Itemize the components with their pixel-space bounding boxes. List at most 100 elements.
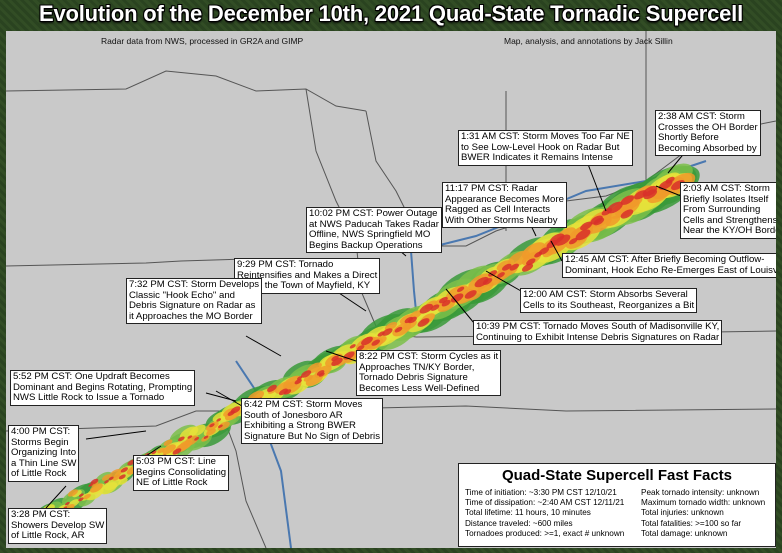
annotation-line: 8:22 PM CST: Storm Cycles as it (359, 351, 499, 362)
annotation-line: Ragged as Cell Interacts (445, 204, 551, 216)
fact: Total fatalities: >=100 so far (641, 518, 742, 528)
radar-echo (331, 357, 343, 366)
radar-echo (118, 474, 126, 480)
fast-facts: Quad-State Supercell Fast Facts Time of … (458, 463, 776, 547)
radar-echo (665, 176, 675, 184)
fact: Tornadoes produced: >=1, exact # unknown (465, 528, 625, 538)
radar-echo (297, 376, 303, 380)
radar-echo (266, 384, 277, 393)
annotation: 10:02 PM CST: Power Outage at NWS Paducah… (306, 207, 442, 254)
annotation-line: 4:00 PM CST: (11, 426, 71, 437)
radar-echo (108, 476, 114, 481)
annotation-line: Begins Consolidating (136, 466, 227, 478)
annotation-line: of Little Rock, AR (11, 530, 85, 542)
annotation-line: Becomes Less Well-Defined (359, 382, 480, 394)
annotation-line: Storms Begin (11, 436, 69, 448)
radar-echo (575, 229, 591, 241)
radar-echo (474, 276, 489, 288)
annotation-line: it Approaches the MO Border (129, 310, 253, 322)
radar-echo (216, 418, 222, 422)
annotation: 2:38 AM CST: Storm Crosses the OH Border S… (655, 110, 761, 157)
annotation-line: 12:00 AM CST: Storm Absorbs Several (523, 289, 688, 300)
annotation-line: From Surrounding (683, 204, 761, 216)
leader-line (655, 185, 682, 197)
leader-line (85, 430, 147, 440)
annotation-line: Becoming Absorbed by (658, 142, 757, 154)
radar-echo (522, 263, 534, 272)
radar-echo (108, 468, 123, 479)
radar-echo (112, 474, 121, 481)
annotation-line: Dominant and Begins Rotating, Prompting (13, 381, 193, 393)
radar-echo (278, 388, 289, 396)
radar-echo (593, 217, 605, 226)
annotation-line: Signature But No Sign of Debris (244, 430, 380, 442)
radar-echo (356, 345, 365, 351)
radar-echo (72, 490, 82, 498)
radar-echo (187, 435, 193, 439)
radar-echo (217, 421, 230, 431)
annotation-line: 7:32 PM CST: Storm Develops (129, 279, 260, 290)
annotation-line: Shortly Before (658, 132, 719, 144)
leader-line (245, 335, 282, 357)
annotation: 6:42 PM CST: Storm Moves South of Jonesbo… (241, 398, 383, 445)
annotation-line: Dominant, Hook Echo Re-Emerges East of L… (565, 264, 776, 276)
annotation-line: 6:42 PM CST: Storm Moves (244, 399, 363, 410)
annotation-line: Continuing to Exhibit Intense Debris Sig… (476, 331, 720, 343)
annotation-line: BWER Indicates it Remains Intense (461, 152, 613, 164)
annotation-line: 10:39 PM CST: Tornado Moves South of Mad… (476, 321, 720, 332)
annotation: 2:03 AM CST: Storm Briefly Isolates Itsel… (680, 182, 776, 239)
radar-echo (456, 286, 465, 293)
radar-echo (172, 448, 182, 455)
title: Evolution of the December 10th, 2021 Qua… (38, 1, 743, 26)
radar-echo (209, 423, 215, 428)
annotation-line: at NWS Paducah Takes Radar (309, 218, 439, 230)
radar-echo (549, 233, 565, 245)
credit-right: Map, analysis, and annotations by Jack S… (504, 36, 673, 46)
annotation-line: 5:03 PM CST: Line (136, 456, 216, 467)
annotation: 11:17 PM CST: Radar Appearance Becomes Mo… (442, 182, 567, 229)
radar-echo (194, 436, 200, 441)
annotation-line: 10:02 PM CST: Power Outage (309, 208, 438, 219)
fast-facts-title: Quad-State Supercell Fast Facts (501, 467, 733, 484)
annotation-line: 12:45 AM CST: After Briefly Becoming Out… (565, 254, 765, 265)
radar-echo (488, 270, 498, 277)
radar-echo (554, 234, 571, 246)
radar-echo (580, 221, 593, 231)
radar-echo (394, 326, 403, 333)
annotation-line: 3:28 PM CST: (11, 509, 71, 520)
radar-echo (162, 444, 176, 455)
radar-echo (301, 370, 312, 378)
annotation-line: NE of Little Rock (136, 477, 208, 489)
radar-echo (218, 424, 223, 428)
radar-echo (230, 406, 241, 414)
annotation: 8:22 PM CST: Storm Cycles as it Approache… (356, 350, 502, 397)
leader-line (585, 158, 607, 212)
radar-echo (382, 328, 393, 336)
radar-echo (371, 339, 381, 346)
annotation-line: Exhibiting a Strong BWER (244, 420, 356, 432)
radar-echo (620, 195, 635, 205)
leader-line (550, 240, 563, 262)
leader-line (485, 270, 522, 292)
radar-echo (430, 304, 440, 311)
radar-echo (450, 293, 464, 303)
state-border (6, 410, 221, 432)
radar-echo (90, 478, 99, 485)
leader-line (45, 485, 67, 509)
radar-echo (189, 424, 206, 437)
annotation: 7:32 PM CST: Storm Develops Classic "Hook… (126, 278, 263, 325)
annotation: 1:31 AM CST: Storm Moves Too Far NE to Se… (458, 130, 633, 166)
annotation-line: With Other Storms Nearby (445, 214, 558, 226)
annotation: 12:45 AM CST: After Briefly Becoming Out… (562, 253, 776, 279)
radar-echo (502, 263, 512, 271)
radar-echo (408, 316, 417, 324)
facts-left: Time of initiation: ~3:30 PM CST 12/10/2… (465, 488, 624, 539)
annotation-line: Begins Backup Operations (309, 239, 423, 251)
radar-echo (283, 375, 302, 390)
radar-echo (361, 336, 373, 346)
annotation-line: Offline, NWS Springfield MO (309, 229, 431, 241)
annotation-line: NWS Little Rock to Issue a Tornado (13, 392, 165, 404)
radar-echo (104, 477, 122, 491)
fact: Total lifetime: 11 hours, 10 minutes (465, 508, 591, 518)
radar-echo (496, 260, 511, 271)
